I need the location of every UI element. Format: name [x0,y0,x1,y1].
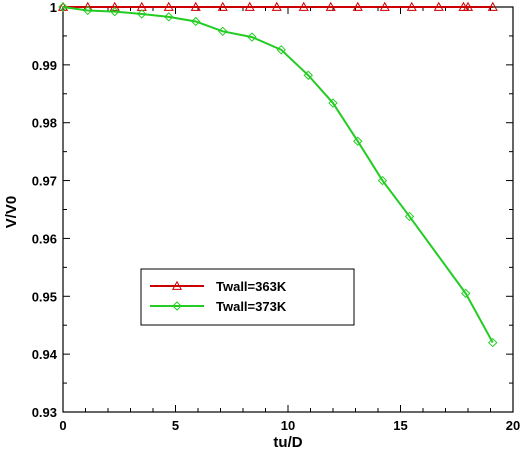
legend-item: Twall=363K [150,279,287,294]
y-axis-title: V/V0 [3,196,20,229]
data-point-triangle [487,1,498,11]
plot-area [62,6,514,413]
data-point-diamond [461,288,471,299]
data-point-diamond [404,211,415,222]
y-axis: 0.93 0.94 0.95 0.96 0.97 0.98 0.99 1 [32,0,513,420]
series-1 [57,1,498,11]
series-line [62,6,494,344]
data-point-triangle [171,280,183,290]
y-tick-label: 0.99 [32,58,57,73]
y-tick-label: 0.96 [32,231,57,246]
data-point-triangle [433,1,444,11]
data-point-triangle [271,1,282,11]
data-point-triangle [462,1,474,11]
y-tick-label: 0.93 [32,405,57,420]
data-point-diamond [172,301,182,311]
x-tick-label: 10 [281,418,295,433]
x-tick-label: 15 [393,418,407,433]
data-point-diamond [276,45,286,55]
y-tick-label: 0.98 [32,116,57,131]
x-tick-label: 0 [59,418,66,433]
data-point-diamond [328,98,338,108]
legend-label: Twall=363K [216,279,287,294]
legend-item: Twall=373K [150,299,287,314]
data-point-triangle [217,1,228,11]
data-point-diamond [191,16,201,27]
data-point-triangle [298,1,309,11]
data-point-diamond [488,337,498,348]
x-axis: 0 5 10 15 20 [59,7,520,433]
y-tick-label: 0.97 [32,174,57,189]
data-point-diamond [58,2,68,12]
data-point-diamond [218,26,228,37]
data-point-triangle [163,1,174,11]
legend-label: Twall=373K [216,299,287,314]
x-tick-label: 5 [172,418,179,433]
y-tick-label: 0.95 [32,289,57,304]
series-2 [58,2,498,348]
legend: Twall=363K Twall=373K [140,268,355,326]
x-axis-title: tu/D [273,434,302,451]
y-tick-label: 1 [50,0,57,15]
data-point-triangle [190,1,201,11]
data-point-triangle [244,1,255,11]
x-tick-label: 20 [506,418,520,433]
legend-box [140,268,355,326]
series-layer [57,1,498,348]
plot-border [62,6,514,413]
data-point-triangle [325,1,336,11]
data-point-diamond [303,70,313,80]
data-point-diamond [377,175,388,186]
data-point-diamond [247,32,257,42]
data-point-diamond [137,9,147,19]
data-point-triangle [379,1,390,11]
data-point-diamond [164,12,174,22]
data-point-diamond [353,136,363,146]
data-point-diamond [83,5,93,16]
data-point-triangle [109,1,120,11]
data-point-triangle [352,1,363,11]
data-point-diamond [110,6,120,17]
data-point-triangle [406,1,417,11]
y-tick-label: 0.94 [32,347,58,362]
